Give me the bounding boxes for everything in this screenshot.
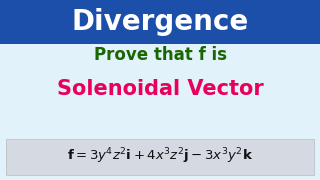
FancyBboxPatch shape	[0, 0, 320, 44]
FancyBboxPatch shape	[6, 139, 314, 175]
Text: $\mathbf{f} = 3y^4z^2\mathbf{i} + 4x^3z^2\mathbf{j} - 3x^3y^2\mathbf{k}$: $\mathbf{f} = 3y^4z^2\mathbf{i} + 4x^3z^…	[67, 147, 253, 166]
Text: Prove that f is: Prove that f is	[93, 46, 227, 64]
Text: Divergence: Divergence	[71, 8, 249, 36]
Text: Solenoidal Vector: Solenoidal Vector	[57, 79, 263, 99]
